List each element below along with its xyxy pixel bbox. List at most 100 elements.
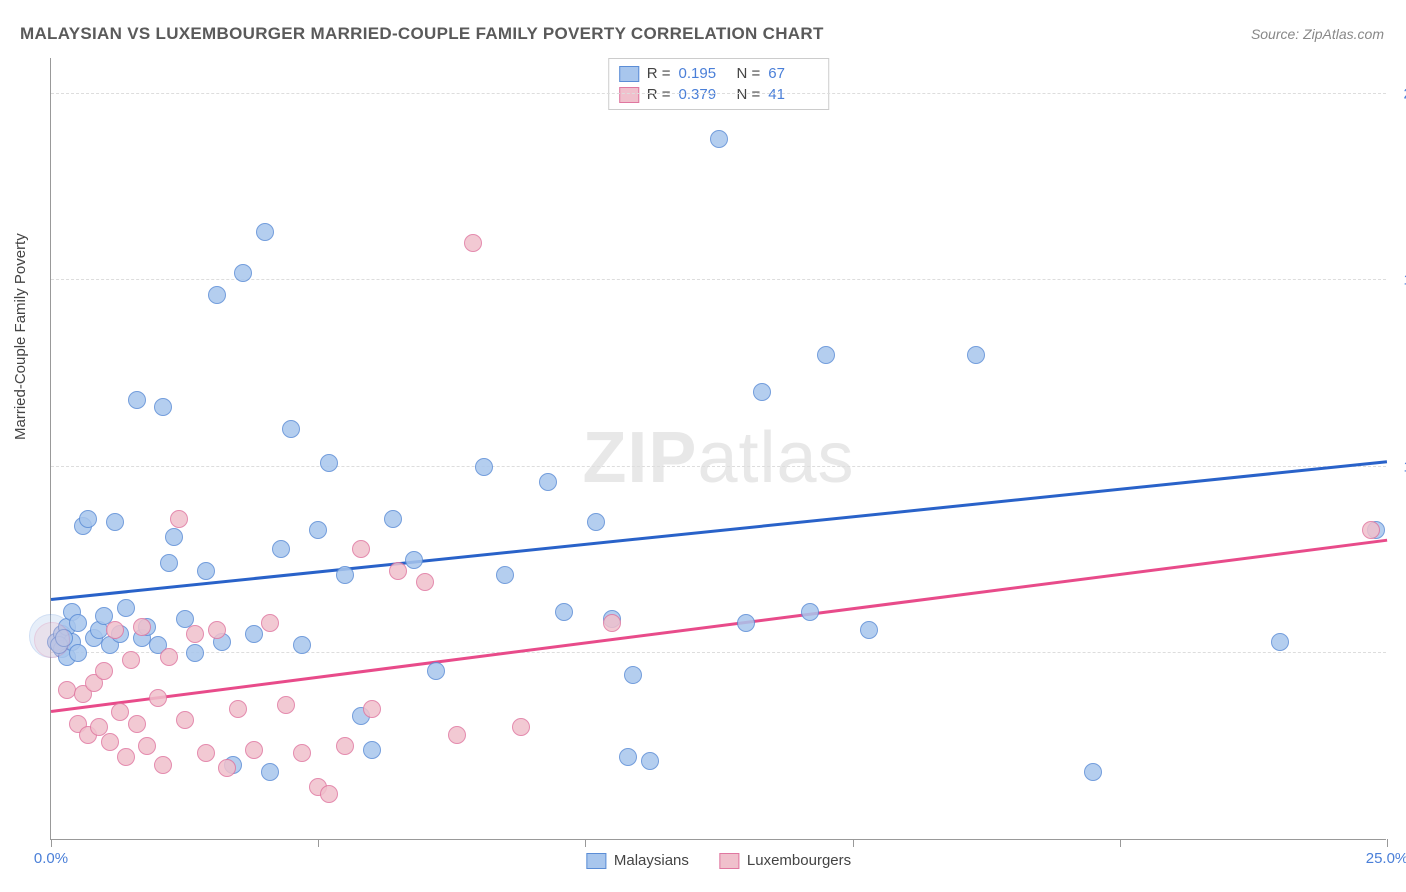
scatter-point: [256, 223, 274, 241]
scatter-point: [277, 696, 295, 714]
scatter-point: [186, 625, 204, 643]
scatter-point: [165, 528, 183, 546]
scatter-chart: ZIPatlas R =0.195N =67R =0.379N =41 Mala…: [50, 58, 1386, 840]
scatter-point: [218, 759, 236, 777]
scatter-point: [208, 621, 226, 639]
scatter-point: [352, 540, 370, 558]
scatter-point: [309, 521, 327, 539]
scatter-point: [710, 130, 728, 148]
scatter-point: [154, 398, 172, 416]
y-tick-label: 15.0%: [1391, 272, 1406, 289]
gridline: [51, 466, 1386, 467]
scatter-point: [336, 566, 354, 584]
scatter-point: [512, 718, 530, 736]
scatter-point: [186, 644, 204, 662]
y-tick-label: 20.0%: [1391, 86, 1406, 103]
n-value: 41: [768, 86, 818, 103]
scatter-point-large: [34, 622, 70, 658]
scatter-point: [160, 648, 178, 666]
scatter-point: [69, 614, 87, 632]
scatter-point: [245, 741, 263, 759]
scatter-point: [293, 636, 311, 654]
legend-swatch: [719, 853, 739, 869]
scatter-point: [261, 763, 279, 781]
series-legend-item: Malaysians: [586, 852, 689, 869]
scatter-point: [128, 391, 146, 409]
scatter-point: [641, 752, 659, 770]
scatter-point: [234, 264, 252, 282]
gridline: [51, 652, 1386, 653]
scatter-point: [624, 666, 642, 684]
scatter-point: [197, 744, 215, 762]
scatter-point: [416, 573, 434, 591]
scatter-point: [197, 562, 215, 580]
r-label: R =: [647, 65, 671, 82]
stats-legend-row: R =0.195N =67: [619, 63, 819, 84]
scatter-point: [229, 700, 247, 718]
scatter-point: [170, 510, 188, 528]
scatter-point: [272, 540, 290, 558]
x-tick: [1387, 839, 1388, 847]
scatter-point: [106, 513, 124, 531]
scatter-point: [1084, 763, 1102, 781]
stats-legend-row: R =0.379N =41: [619, 84, 819, 105]
scatter-point: [245, 625, 263, 643]
scatter-point: [282, 420, 300, 438]
source-label: Source: ZipAtlas.com: [1251, 26, 1384, 42]
scatter-point: [149, 689, 167, 707]
x-tick: [585, 839, 586, 847]
scatter-point: [69, 644, 87, 662]
scatter-point: [336, 737, 354, 755]
scatter-point: [817, 346, 835, 364]
scatter-point: [320, 785, 338, 803]
r-label: R =: [647, 86, 671, 103]
series-label: Malaysians: [614, 852, 689, 869]
scatter-point: [389, 562, 407, 580]
scatter-point: [464, 234, 482, 252]
x-tick-label: 0.0%: [34, 850, 68, 867]
legend-swatch: [619, 87, 639, 103]
scatter-point: [117, 599, 135, 617]
scatter-point: [860, 621, 878, 639]
scatter-point: [363, 741, 381, 759]
scatter-point: [753, 383, 771, 401]
scatter-point: [448, 726, 466, 744]
scatter-point: [58, 681, 76, 699]
scatter-point: [475, 458, 493, 476]
gridline: [51, 93, 1386, 94]
n-label: N =: [737, 86, 761, 103]
scatter-point: [117, 748, 135, 766]
scatter-point: [122, 651, 140, 669]
scatter-point: [1362, 521, 1380, 539]
n-label: N =: [737, 65, 761, 82]
scatter-point: [384, 510, 402, 528]
gridline: [51, 279, 1386, 280]
scatter-point: [160, 554, 178, 572]
scatter-point: [106, 621, 124, 639]
scatter-point: [176, 711, 194, 729]
scatter-point: [293, 744, 311, 762]
scatter-point: [1271, 633, 1289, 651]
scatter-point: [555, 603, 573, 621]
scatter-point: [133, 618, 151, 636]
x-tick: [51, 839, 52, 847]
scatter-point: [619, 748, 637, 766]
series-legend-item: Luxembourgers: [719, 852, 851, 869]
legend-swatch: [586, 853, 606, 869]
scatter-point: [154, 756, 172, 774]
y-tick-label: 10.0%: [1391, 458, 1406, 475]
scatter-point: [128, 715, 146, 733]
scatter-point: [261, 614, 279, 632]
scatter-point: [737, 614, 755, 632]
scatter-point: [320, 454, 338, 472]
scatter-point: [95, 662, 113, 680]
x-tick-label: 25.0%: [1366, 850, 1406, 867]
scatter-point: [101, 733, 119, 751]
scatter-point: [496, 566, 514, 584]
x-tick: [318, 839, 319, 847]
x-tick: [1120, 839, 1121, 847]
watermark: ZIPatlas: [582, 417, 854, 499]
scatter-point: [138, 737, 156, 755]
legend-swatch: [619, 66, 639, 82]
scatter-point: [363, 700, 381, 718]
